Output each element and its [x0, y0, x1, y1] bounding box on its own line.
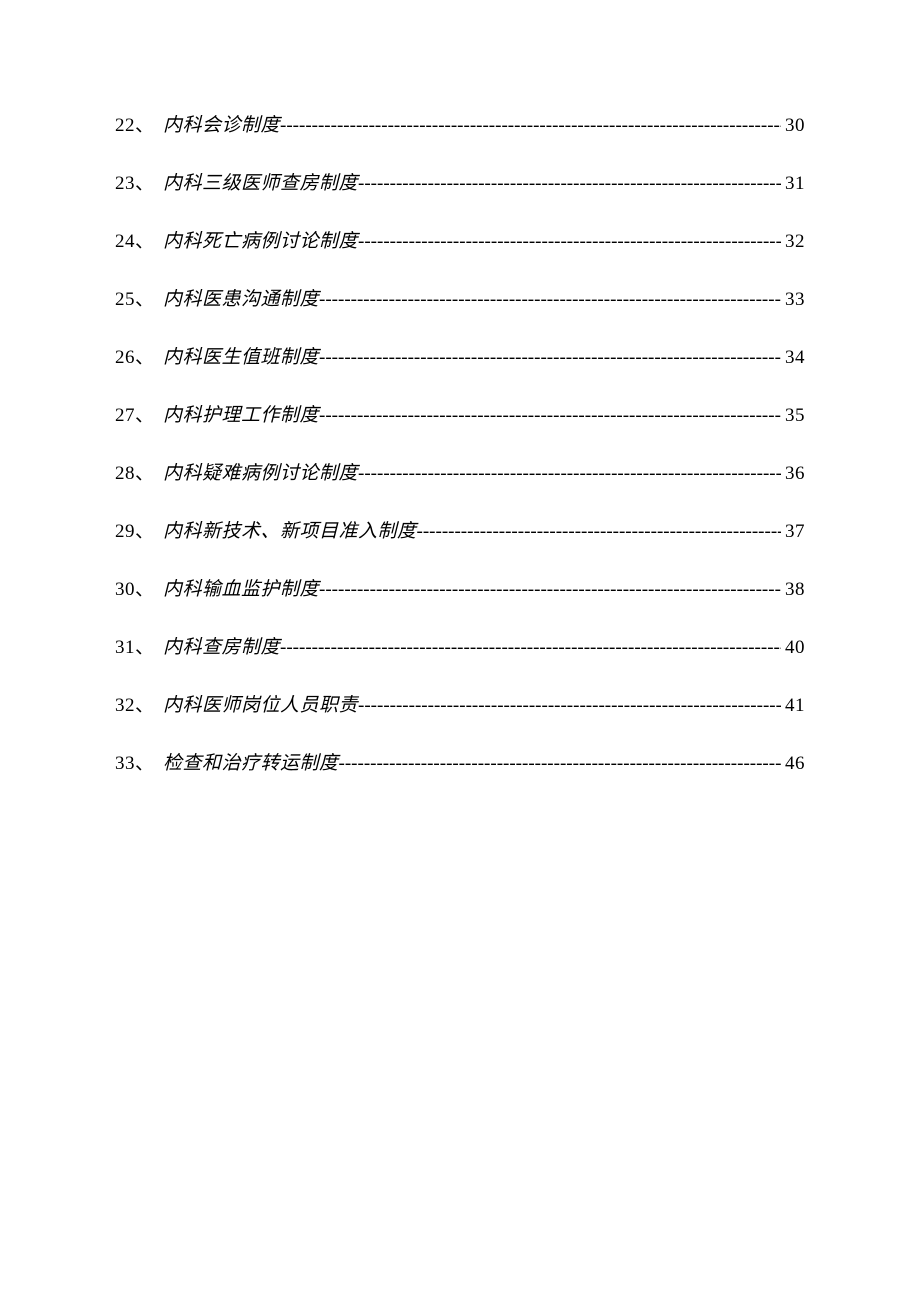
toc-item-leader: ----------------------------------------…: [417, 521, 781, 543]
toc-item-page: 33: [781, 289, 805, 311]
toc-item-leader: ----------------------------------------…: [319, 289, 781, 311]
toc-item-page: 46: [781, 753, 805, 775]
toc-item-title: 内科三级医师查房制度: [163, 168, 358, 195]
toc-item-page: 41: [781, 695, 805, 717]
toc-item: 30、 内科输血监护制度 ---------------------------…: [115, 574, 805, 601]
toc-item: 24、 内科死亡病例讨论制度 -------------------------…: [115, 226, 805, 253]
toc-item-title: 内科医患沟通制度: [163, 284, 319, 311]
toc-item-leader: ----------------------------------------…: [358, 173, 781, 195]
toc-item-title: 内科护理工作制度: [163, 400, 319, 427]
toc-item-title: 内科输血监护制度: [163, 574, 319, 601]
toc-item-page: 35: [781, 405, 805, 427]
toc-item-page: 34: [781, 347, 805, 369]
toc-item-page: 36: [781, 463, 805, 485]
toc-item-title: 内科医师岗位人员职责: [163, 690, 358, 717]
toc-item-title: 内科新技术、新项目准入制度: [163, 516, 417, 543]
toc-item-title: 内科会诊制度: [163, 110, 280, 137]
toc-item-page: 38: [781, 579, 805, 601]
toc-item-title: 内科疑难病例讨论制度: [163, 458, 358, 485]
toc-item-page: 37: [781, 521, 805, 543]
toc-item: 27、 内科护理工作制度 ---------------------------…: [115, 400, 805, 427]
toc-item-number: 32、: [115, 690, 163, 717]
toc-item-page: 30: [781, 115, 805, 137]
toc-item-leader: ----------------------------------------…: [358, 463, 781, 485]
toc-item-title: 内科查房制度: [163, 632, 280, 659]
toc-item-number: 25、: [115, 284, 163, 311]
toc-item-leader: ----------------------------------------…: [339, 753, 781, 775]
toc-item-number: 30、: [115, 574, 163, 601]
toc-item-page: 40: [781, 637, 805, 659]
toc-item-leader: ----------------------------------------…: [319, 579, 781, 601]
toc-item-number: 27、: [115, 400, 163, 427]
toc-item-leader: ----------------------------------------…: [358, 231, 781, 253]
toc-item-number: 31、: [115, 632, 163, 659]
toc-item-number: 33、: [115, 748, 163, 775]
toc-item-title: 内科医生值班制度: [163, 342, 319, 369]
table-of-contents: 22、 内科会诊制度 -----------------------------…: [115, 110, 805, 775]
toc-item-leader: ----------------------------------------…: [280, 637, 781, 659]
toc-item-title: 内科死亡病例讨论制度: [163, 226, 358, 253]
toc-item-number: 28、: [115, 458, 163, 485]
toc-item-number: 22、: [115, 110, 163, 137]
toc-item-page: 32: [781, 231, 805, 253]
toc-item: 23、 内科三级医师查房制度 -------------------------…: [115, 168, 805, 195]
toc-item: 28、 内科疑难病例讨论制度 -------------------------…: [115, 458, 805, 485]
toc-item: 22、 内科会诊制度 -----------------------------…: [115, 110, 805, 137]
toc-item-leader: ----------------------------------------…: [358, 695, 781, 717]
toc-item: 26、 内科医生值班制度 ---------------------------…: [115, 342, 805, 369]
toc-item-number: 24、: [115, 226, 163, 253]
toc-item-number: 29、: [115, 516, 163, 543]
toc-item: 32、 内科医师岗位人员职责 -------------------------…: [115, 690, 805, 717]
toc-item-leader: ----------------------------------------…: [319, 405, 781, 427]
toc-item-leader: ----------------------------------------…: [280, 115, 781, 137]
toc-item-number: 26、: [115, 342, 163, 369]
toc-item: 31、 内科查房制度 -----------------------------…: [115, 632, 805, 659]
toc-item-number: 23、: [115, 168, 163, 195]
toc-item: 25、 内科医患沟通制度 ---------------------------…: [115, 284, 805, 311]
toc-item-leader: ----------------------------------------…: [319, 347, 781, 369]
toc-item: 33、 检查和治疗转运制度 --------------------------…: [115, 748, 805, 775]
toc-item-title: 检查和治疗转运制度: [163, 748, 339, 775]
toc-item: 29、 内科新技术、新项目准入制度 ----------------------…: [115, 516, 805, 543]
toc-item-page: 31: [781, 173, 805, 195]
